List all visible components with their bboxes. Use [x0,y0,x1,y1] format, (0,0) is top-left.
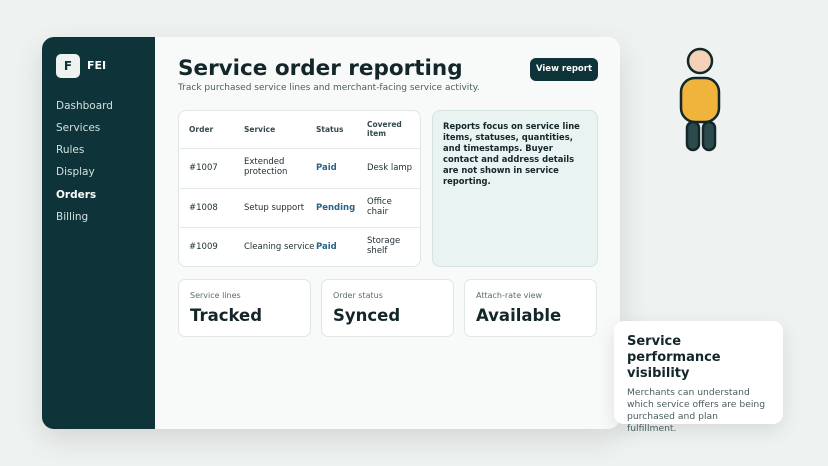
stat-card: Order status Synced [321,279,454,337]
stat-label: Service lines [190,291,241,300]
page-title: Service order reporting [178,56,463,81]
app-window: F FEI Dashboard Services Rules Display O… [42,37,620,429]
nav-item[interactable]: Billing [56,211,89,223]
cell: Storage shelf [367,236,401,256]
column-header: Status [316,125,344,134]
nav-item[interactable]: Rules [56,144,85,156]
nav-item[interactable]: Services [56,122,101,134]
cell: Office chair [367,197,392,217]
stat-card: Attach-rate view Available [464,279,597,337]
stat-label: Attach-rate view [476,291,543,300]
column-header: Service [244,125,276,134]
row-divider [179,227,420,228]
cell: #1007 [189,163,218,173]
cell: Extended protection [244,157,288,177]
row-divider [179,148,420,149]
stat-value: Available [476,306,562,325]
status: Paid [316,163,337,173]
status: Pending [316,203,356,213]
nav-item[interactable]: Display [56,166,95,178]
cell: Cleaning service [244,242,315,252]
cell: #1009 [189,242,218,252]
nav-item[interactable]: Orders [56,189,97,201]
view-report-button[interactable]: View report [530,58,598,81]
stat-value: Tracked [190,306,263,325]
cell: #1008 [189,203,218,213]
nav-item[interactable]: Dashboard [56,100,113,112]
cell: Setup support [244,203,305,213]
row-divider [179,188,420,189]
stat-value: Synced [333,306,401,325]
person-illustration [679,47,721,152]
orders-table: Order Service Status Covered item #1007 … [178,110,421,267]
column-header: Covered item [367,120,402,138]
info-note: Reports focus on service line items, sta… [432,110,598,267]
logo: F [56,54,80,78]
stat-label: Order status [333,291,383,300]
callout-title: Service performance visibility [627,334,721,381]
cell: Desk lamp [367,163,413,173]
status: Paid [316,242,337,252]
callout-card: Service performance visibility Merchants… [614,321,783,434]
column-header: Order [189,125,214,134]
brand-name: FEI [87,59,107,72]
callout-text: Merchants can understand which service o… [627,387,766,434]
stat-card: Service lines Tracked [178,279,311,337]
page-subtitle: Track purchased service lines and mercha… [178,83,480,93]
sidebar: F FEI Dashboard Services Rules Display O… [42,37,155,429]
